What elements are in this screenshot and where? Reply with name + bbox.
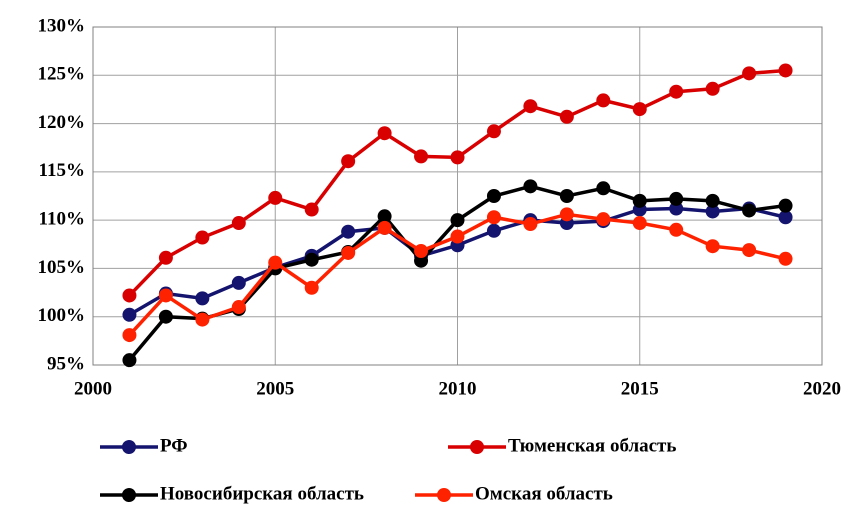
data-point [742, 243, 757, 258]
y-tick-label: 95% [47, 353, 85, 374]
y-tick-label: 105% [38, 257, 86, 278]
data-point [486, 223, 501, 238]
data-point [341, 154, 356, 169]
data-point [705, 239, 720, 254]
data-point [377, 220, 392, 235]
data-point [414, 244, 429, 259]
data-point [377, 126, 392, 141]
data-point [559, 207, 574, 222]
y-tick-label: 125% [38, 64, 86, 85]
legend-marker [122, 440, 136, 454]
data-point [158, 250, 173, 265]
data-point [195, 312, 210, 327]
x-tick-label: 2000 [74, 378, 112, 399]
y-tick-label: 110% [39, 209, 85, 230]
data-point [158, 288, 173, 303]
data-point [705, 204, 720, 219]
data-point [268, 255, 283, 270]
data-point [486, 210, 501, 225]
y-tick-label: 115% [39, 160, 85, 181]
data-point [778, 198, 793, 213]
legend-marker [470, 440, 484, 454]
data-point [341, 245, 356, 260]
y-tick-label: 120% [38, 112, 86, 133]
data-point [559, 189, 574, 203]
legend-label: РФ [160, 435, 188, 456]
data-point [268, 190, 283, 205]
x-tick-label: 2005 [256, 378, 294, 399]
data-point [158, 309, 173, 324]
data-point [414, 149, 429, 164]
data-point [195, 230, 210, 245]
data-point [669, 84, 684, 99]
data-point [231, 216, 246, 231]
data-point [122, 328, 137, 343]
data-point [523, 179, 538, 194]
data-point [122, 288, 137, 303]
legend-label: Омская область [475, 483, 613, 504]
data-point [231, 275, 246, 290]
data-point [632, 193, 647, 208]
data-point [304, 202, 319, 217]
legend-marker [437, 488, 451, 502]
data-point [341, 224, 356, 239]
x-tick-label: 2010 [439, 378, 477, 399]
data-point [231, 300, 246, 315]
data-point [559, 109, 574, 124]
data-point [304, 252, 319, 267]
data-point [122, 307, 137, 322]
plot-border [92, 26, 823, 366]
data-point [122, 353, 137, 368]
data-point [486, 124, 501, 139]
data-point [778, 63, 793, 78]
data-point [377, 209, 392, 224]
y-tick-label: 100% [38, 305, 86, 326]
legend-marker [122, 488, 136, 502]
data-point [414, 253, 429, 268]
y-tick-label: 130% [38, 15, 86, 36]
data-point [195, 291, 210, 306]
data-point [596, 93, 611, 108]
data-point [523, 99, 538, 114]
data-point [669, 201, 684, 216]
data-point [705, 193, 720, 208]
data-point [632, 102, 647, 117]
data-point [450, 150, 465, 165]
data-point [304, 280, 319, 295]
data-point [632, 216, 647, 231]
data-point [486, 189, 501, 203]
x-tick-label: 2020 [803, 378, 841, 399]
data-point [705, 81, 720, 96]
data-point [450, 213, 465, 228]
data-point [778, 210, 793, 225]
x-tick-label: 2015 [621, 378, 659, 399]
data-point [669, 222, 684, 237]
data-point [669, 191, 684, 206]
data-point [596, 212, 611, 227]
legend-label: Тюменская область [508, 435, 676, 456]
legend-label: Новосибирская область [160, 483, 364, 504]
data-point [523, 217, 538, 232]
data-point [742, 203, 757, 218]
data-point [450, 229, 465, 244]
data-point [778, 251, 793, 266]
data-point [596, 181, 611, 196]
data-point [742, 66, 757, 81]
